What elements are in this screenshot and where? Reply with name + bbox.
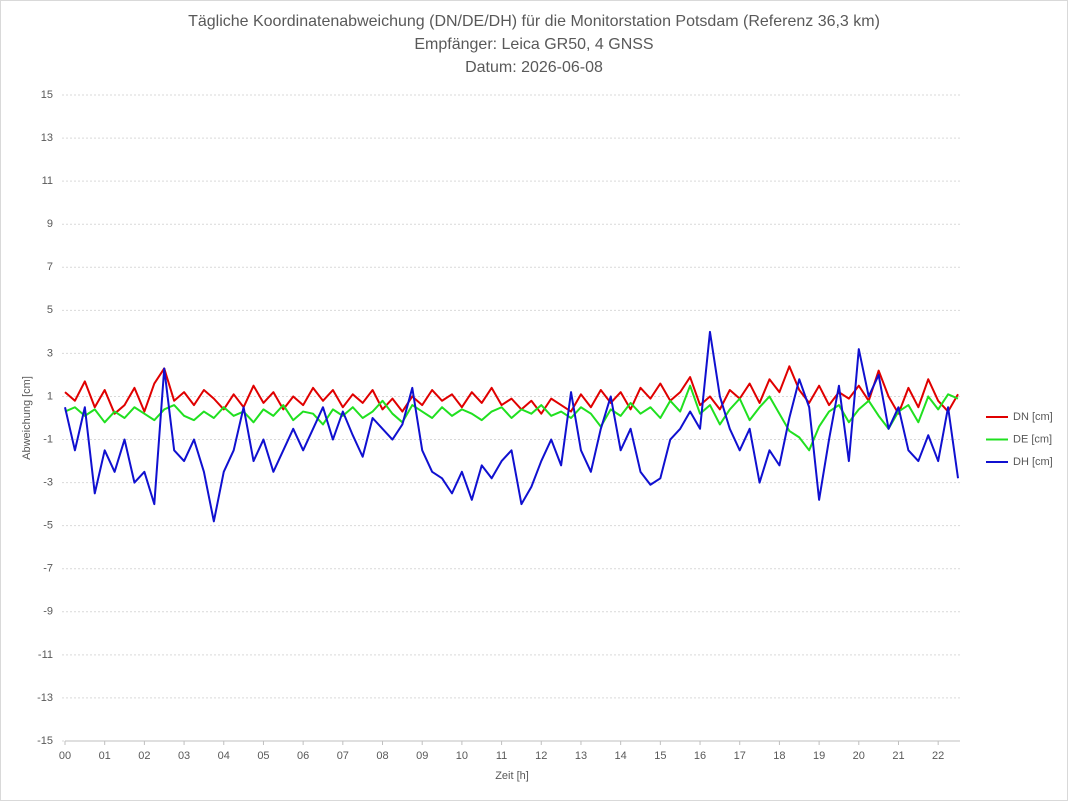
x-tick-label: 02 — [138, 750, 150, 762]
x-tick-label: 07 — [337, 750, 349, 762]
x-tick-label: 06 — [297, 750, 309, 762]
y-tick-label: -13 — [37, 692, 53, 704]
y-axis-label: Abweichung [cm] — [21, 376, 33, 460]
data-line — [64, 365, 959, 415]
chart-title: Tägliche Koordinatenabweichung (DN/DE/DH… — [188, 13, 880, 30]
y-tick-label: -5 — [43, 520, 53, 532]
x-tick-label: 10 — [456, 750, 468, 762]
x-tick-label: 12 — [535, 750, 547, 762]
y-tick-label: 1 — [47, 390, 53, 402]
x-tick-label: 14 — [615, 750, 627, 762]
x-tick-label: 20 — [853, 750, 865, 762]
data-line — [64, 330, 960, 523]
y-tick-label: 7 — [47, 261, 53, 273]
legend-label: DE [cm] — [1013, 433, 1052, 445]
y-tick-label: 15 — [41, 89, 53, 101]
legend-label: DN [cm] — [1013, 411, 1053, 423]
y-tick-label: 13 — [41, 132, 53, 144]
legend-label: DH [cm] — [1013, 456, 1053, 468]
x-tick-label: 19 — [813, 750, 825, 762]
y-tick-label: -7 — [43, 563, 53, 575]
x-tick-label: 08 — [376, 750, 388, 762]
y-tick-label: 5 — [47, 304, 53, 316]
x-tick-label: 13 — [575, 750, 587, 762]
chart-subtitle: Empfänger: Leica GR50, 4 GNSS — [414, 36, 653, 53]
x-tick-label: 17 — [734, 750, 746, 762]
y-tick-label: -15 — [37, 735, 53, 747]
y-tick-label: 11 — [42, 175, 53, 187]
x-tick-label: 18 — [773, 750, 785, 762]
x-tick-label: 16 — [694, 750, 706, 762]
x-tick-label: 03 — [178, 750, 190, 762]
y-tick-label: -11 — [38, 649, 53, 661]
x-tick-label: 22 — [932, 750, 944, 762]
x-tick-label: 00 — [59, 750, 71, 762]
x-tick-label: 04 — [218, 750, 230, 762]
y-tick-label: -1 — [43, 433, 53, 445]
y-tick-label: -9 — [43, 606, 53, 618]
x-tick-label: 09 — [416, 750, 428, 762]
x-tick-label: 01 — [99, 750, 111, 762]
y-tick-label: 3 — [47, 347, 53, 359]
y-tick-label: -3 — [43, 477, 53, 489]
x-tick-label: 05 — [257, 750, 269, 762]
x-tick-label: 15 — [654, 750, 666, 762]
chart-subtitle: Datum: 2026-06-08 — [465, 59, 603, 76]
x-tick-label: 11 — [496, 750, 507, 762]
data-line — [64, 384, 959, 452]
y-tick-label: 9 — [47, 218, 53, 230]
x-tick-label: 21 — [892, 750, 904, 762]
x-axis-label: Zeit [h] — [495, 770, 529, 782]
